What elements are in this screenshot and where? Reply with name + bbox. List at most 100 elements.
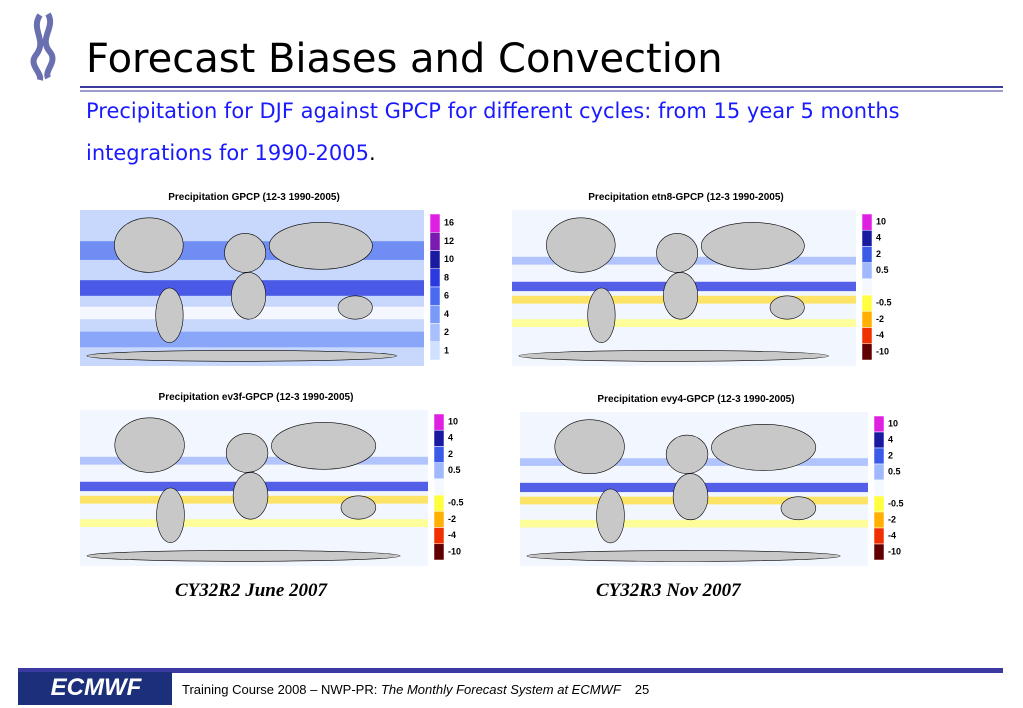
legend-label: 1	[444, 345, 449, 355]
legend-swatch	[873, 479, 885, 497]
map: 10 4 2 0.5 -0.5 -2 -4 -10	[512, 210, 892, 366]
legend-label: 2	[876, 249, 881, 259]
legend-swatch	[873, 543, 885, 561]
legend-swatch	[861, 246, 873, 263]
footer-bar	[18, 668, 1003, 673]
landmass	[232, 472, 269, 520]
legend-swatch	[873, 431, 885, 449]
subtitle-text: Precipitation for DJF against GPCP for d…	[86, 99, 900, 165]
landmass	[656, 233, 699, 273]
legend-swatch	[861, 262, 873, 280]
map-panel: Precipitation GPCP (12-3 1990-2005) 16 12 1…	[78, 188, 470, 374]
logo-swirl	[30, 12, 56, 81]
legend-label: 4	[876, 233, 881, 243]
legend-label: -2	[876, 314, 884, 324]
landmass	[268, 222, 373, 270]
legend-swatch	[429, 286, 441, 306]
legend-swatch	[861, 294, 873, 312]
footer-text: Training Course 2008 – NWP-PR: The Month…	[182, 682, 649, 697]
legend-swatch	[873, 447, 885, 465]
legend-swatch	[861, 327, 873, 345]
legend-label: 10	[444, 254, 454, 264]
map-title: Precipitation evy4-GPCP (12-3 1990-2005)	[597, 394, 795, 405]
legend-swatch	[429, 213, 441, 233]
landmass	[769, 295, 805, 320]
footer-italic: The Monthly Forecast System at ECMWF	[380, 682, 621, 697]
legend-swatch	[433, 543, 445, 561]
legend-swatch	[873, 415, 885, 433]
legend-swatch	[433, 429, 445, 447]
landmass	[114, 417, 185, 473]
landmass	[663, 272, 699, 320]
legend-label: -4	[448, 530, 456, 540]
legend-label: 16	[444, 218, 454, 228]
legend-label: 8	[444, 272, 449, 282]
legend-label: 2	[444, 327, 449, 337]
legend-label: 4	[444, 309, 449, 319]
legend-swatch	[433, 446, 445, 463]
legend-label: -2	[888, 514, 896, 524]
legend-label: -0.5	[876, 298, 892, 308]
landmass	[114, 217, 184, 273]
legend-label: 0.5	[448, 465, 461, 475]
legend-label: 10	[876, 216, 886, 226]
map: 16 12 10 8 6 4 2 1	[80, 210, 454, 366]
landmass	[156, 487, 185, 543]
legend-swatch	[433, 462, 445, 480]
map-band	[80, 331, 424, 348]
legend-swatch	[433, 511, 445, 528]
legend-label: 4	[888, 434, 893, 444]
legend-label: -10	[448, 546, 461, 556]
legend-swatch	[873, 495, 885, 513]
map-area	[520, 412, 868, 566]
legend-swatch	[433, 494, 445, 512]
legend-label: 2	[448, 449, 453, 459]
landmass	[554, 419, 625, 474]
caption: CY32R2 June 2007	[175, 580, 328, 601]
legend-swatch	[861, 213, 873, 231]
caption: CY32R3 Nov 2007	[596, 580, 741, 601]
map-band	[520, 519, 868, 528]
landmass	[665, 434, 709, 474]
landmass	[86, 350, 397, 362]
legend-swatch	[429, 268, 441, 288]
landmass	[86, 550, 401, 562]
landmass	[526, 550, 841, 562]
legend-swatch	[429, 323, 441, 342]
map-band	[512, 319, 856, 327]
map: 10 4 2 0.5 -0.5 -2 -4 -10	[520, 412, 904, 566]
landmass	[225, 433, 269, 473]
landmass	[546, 217, 616, 273]
legend-label: -10	[876, 346, 889, 356]
legend-swatch	[429, 250, 441, 269]
landmass	[518, 350, 829, 362]
legend-swatch	[433, 478, 445, 496]
legend-swatch	[873, 511, 885, 529]
legend-label: 12	[444, 236, 454, 246]
legend-label: 10	[448, 416, 458, 426]
logo-box	[18, 672, 172, 705]
landmass	[711, 424, 817, 471]
legend-swatch	[873, 527, 885, 545]
legend-label: -2	[448, 514, 456, 524]
landmass	[337, 295, 373, 320]
legend-swatch	[433, 527, 445, 545]
map-title: Precipitation etn8-GPCP (12-3 1990-2005)	[588, 192, 784, 203]
landmass	[340, 495, 377, 520]
legend-swatch	[429, 305, 441, 324]
legend-label: 0.5	[876, 265, 889, 275]
subtitle: Precipitation for DJF against GPCP for d…	[86, 90, 1016, 174]
landmass	[155, 287, 184, 343]
map-panel: Precipitation ev3f-GPCP (12-3 1990-2005)…	[78, 388, 474, 574]
legend-label: 6	[444, 291, 449, 301]
map-area	[80, 410, 428, 566]
map-panel: Precipitation evy4-GPCP (12-3 1990-2005)…	[518, 390, 914, 574]
map-band	[80, 519, 428, 527]
landmass	[271, 422, 377, 470]
landmass	[587, 287, 616, 343]
map-panel: Precipitation etn8-GPCP (12-3 1990-2005)…	[510, 188, 902, 374]
legend-label: 4	[448, 433, 453, 443]
legend-swatch	[433, 413, 445, 431]
